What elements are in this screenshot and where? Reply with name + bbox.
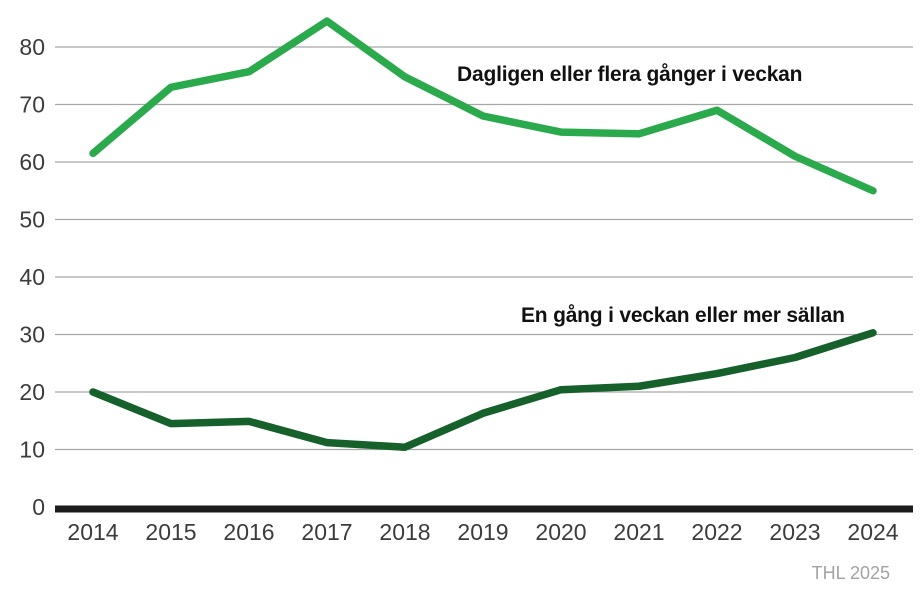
x-tick-label-2020: 2020 [535, 519, 586, 545]
series-line-0 [89, 17, 877, 195]
x-tick-label-2015: 2015 [145, 519, 196, 545]
y-tick-label-20: 20 [19, 379, 45, 405]
x-tick-label-2016: 2016 [223, 519, 274, 545]
series-label-en-gang: En gång i veckan eller mer sällan [521, 304, 845, 327]
y-tick-label-80: 80 [19, 34, 45, 60]
y-tick-label-50: 50 [19, 207, 45, 233]
series-line-1 [89, 329, 877, 451]
x-tick-label-2014: 2014 [67, 519, 118, 545]
y-tick-label-40: 40 [19, 264, 45, 290]
y-tick-label-10: 10 [19, 437, 45, 463]
x-tick-label-2023: 2023 [769, 519, 820, 545]
y-tick-label-30: 30 [19, 322, 45, 348]
series-label-dagligen: Dagligen eller flera gånger i veckan [457, 63, 803, 86]
x-tick-label-2021: 2021 [613, 519, 664, 545]
x-tick-label-2022: 2022 [691, 519, 742, 545]
source-label: THL 2025 [811, 563, 890, 583]
x-tick-label-2018: 2018 [379, 519, 430, 545]
x-tick-label-2019: 2019 [457, 519, 508, 545]
y-tick-label-60: 60 [19, 149, 45, 175]
x-axis-line [55, 505, 913, 513]
y-tick-label-0: 0 [32, 494, 45, 520]
y-tick-label-70: 70 [19, 92, 45, 118]
x-tick-label-2017: 2017 [301, 519, 352, 545]
x-tick-label-2024: 2024 [847, 519, 898, 545]
